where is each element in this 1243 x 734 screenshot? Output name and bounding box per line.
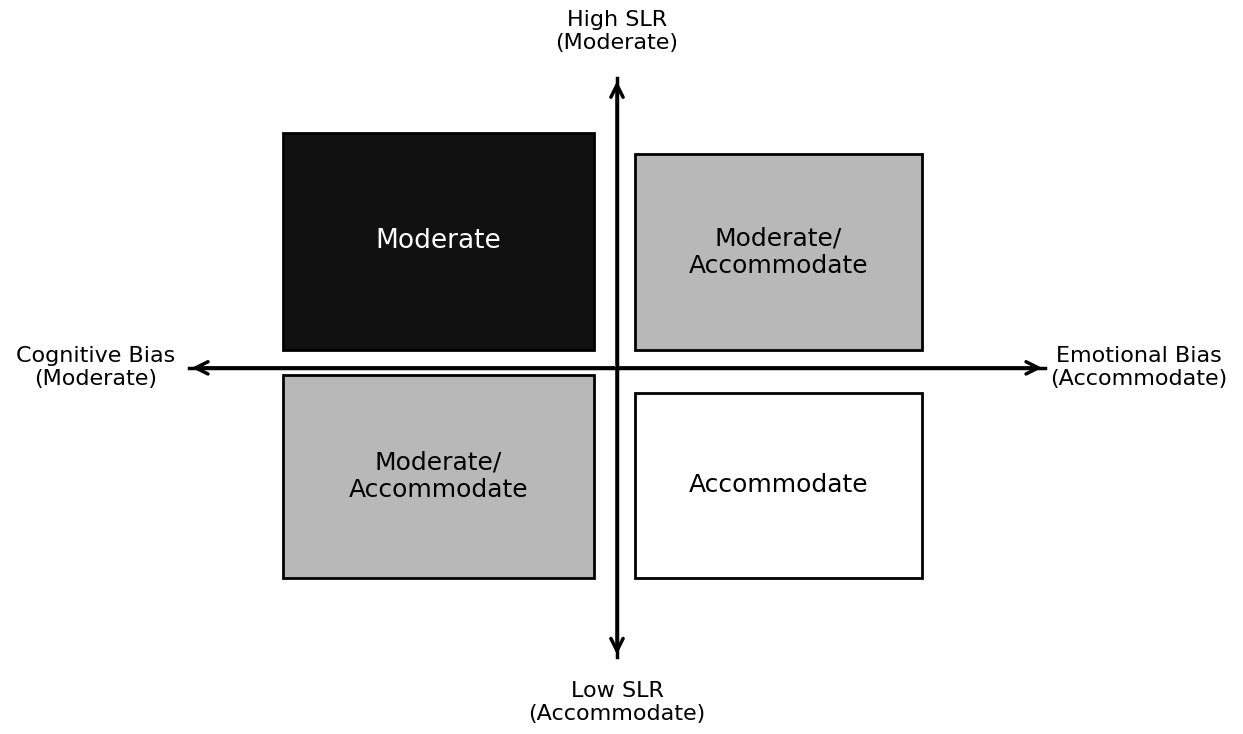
Bar <box>283 133 594 350</box>
Text: Moderate: Moderate <box>375 228 501 254</box>
Bar <box>635 393 922 578</box>
Text: Moderate/
Accommodate: Moderate/ Accommodate <box>348 451 528 502</box>
Bar <box>635 154 922 350</box>
Text: Low SLR
(Accommodate): Low SLR (Accommodate) <box>528 680 706 724</box>
Bar <box>283 375 594 578</box>
Text: Moderate/
Accommodate: Moderate/ Accommodate <box>689 226 868 278</box>
Text: Cognitive Bias
(Moderate): Cognitive Bias (Moderate) <box>16 346 175 390</box>
Text: High SLR
(Moderate): High SLR (Moderate) <box>556 10 679 53</box>
Text: Emotional Bias
(Accommodate): Emotional Bias (Accommodate) <box>1050 346 1227 390</box>
Text: Accommodate: Accommodate <box>689 473 868 498</box>
